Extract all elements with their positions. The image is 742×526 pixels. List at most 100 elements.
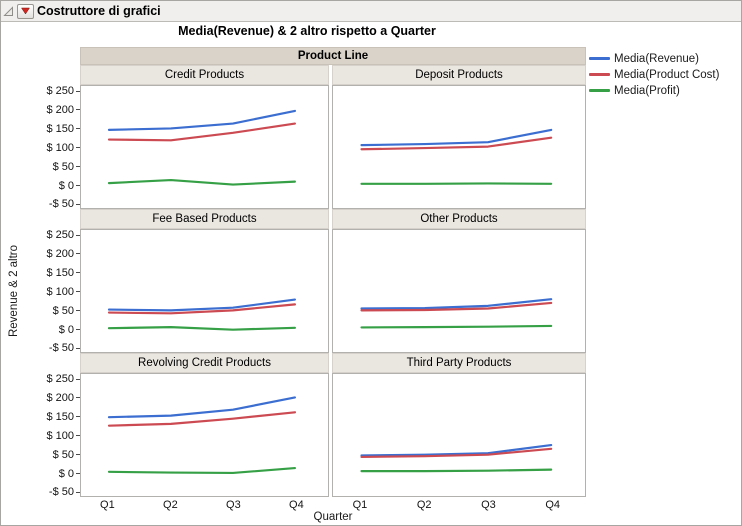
y-tick: $ 250	[1, 228, 80, 242]
x-tick-label: Q2	[163, 499, 178, 511]
panel-plot-third-party-products[interactable]	[332, 373, 586, 497]
panel-plot-credit-products[interactable]	[80, 85, 329, 209]
legend-line-swatch	[589, 73, 610, 76]
y-tick-mark	[76, 435, 80, 437]
series-line-media-profit[interactable]	[360, 324, 553, 329]
series-line-media-profit[interactable]	[107, 326, 296, 331]
y-tick: $ 50	[1, 448, 80, 462]
y-tick: $ 200	[1, 103, 80, 117]
panel-header-other-products: Other Products	[332, 209, 586, 229]
y-tick-mark	[76, 272, 80, 274]
report-title-bar: Costruttore di grafici	[1, 1, 741, 22]
y-tick-mark	[76, 166, 80, 168]
y-tick-label: $ 200	[46, 103, 74, 116]
series-line-media-profit[interactable]	[360, 468, 553, 473]
series-line-media-revenue[interactable]	[107, 298, 296, 312]
x-tick-label: Q2	[416, 499, 432, 511]
series-line-media-product-cost[interactable]	[107, 303, 296, 315]
y-tick-mark	[76, 128, 80, 130]
series-line-media-product-cost[interactable]	[360, 136, 553, 151]
trellis-chart: Product Line Credit Products Deposit Produ…	[1, 47, 586, 525]
y-tick-label: $ 250	[46, 373, 74, 386]
legend-label: Media(Profit)	[614, 84, 680, 97]
y-tick: $ 200	[1, 391, 80, 405]
panel-plot-revolving-credit-products[interactable]	[80, 373, 329, 497]
y-tick-label: -$ 50	[48, 198, 74, 211]
y-tick-label: $ 100	[46, 285, 74, 298]
x-tick-label: Q1	[100, 499, 115, 511]
y-tick-label: -$ 50	[48, 342, 74, 355]
series-line-media-product-cost[interactable]	[107, 411, 296, 427]
y-tick: $ 250	[1, 84, 80, 98]
y-tick-mark	[76, 329, 80, 331]
red-triangle-icon	[21, 7, 30, 15]
panel-plot-deposit-products[interactable]	[332, 85, 586, 209]
y-tick-label: $ 150	[46, 410, 74, 423]
series-line-media-profit[interactable]	[107, 466, 296, 475]
x-tick-label: Q1	[352, 499, 368, 511]
y-tick-label: $ 50	[52, 448, 74, 461]
y-tick: $ 200	[1, 247, 80, 261]
y-tick: $ 150	[1, 122, 80, 136]
y-tick-mark	[76, 109, 80, 111]
y-tick-mark	[76, 253, 80, 255]
series-line-media-product-cost[interactable]	[360, 447, 553, 459]
y-tick-mark	[76, 185, 80, 187]
y-tick: $ 250	[1, 372, 80, 386]
y-tick: $ 150	[1, 266, 80, 280]
y-tick: $ 50	[1, 160, 80, 174]
y-tick: $ 100	[1, 285, 80, 299]
series-line-media-product-cost[interactable]	[107, 122, 296, 142]
y-tick-label: $ 250	[46, 85, 74, 98]
y-tick: $ 100	[1, 429, 80, 443]
y-tick-label: $ 50	[52, 160, 74, 173]
y-tick: $ 0	[1, 467, 80, 481]
series-line-media-revenue[interactable]	[107, 109, 296, 131]
report-title: Costruttore di grafici	[37, 4, 161, 18]
series-line-media-revenue[interactable]	[360, 298, 553, 310]
y-tick-label: $ 0	[58, 323, 74, 336]
y-tick-label: $ 150	[46, 122, 74, 135]
y-tick-mark	[76, 310, 80, 312]
panel-plot-other-products[interactable]	[332, 229, 586, 353]
panel-plot-fee-based-products[interactable]	[80, 229, 329, 353]
y-tick-label: $ 0	[58, 179, 74, 192]
red-triangle-menu-button[interactable]	[17, 3, 34, 19]
x-axis-title[interactable]: Quarter	[313, 511, 353, 523]
y-tick: -$ 50	[1, 485, 80, 499]
y-tick: -$ 50	[1, 341, 80, 355]
y-tick-label: $ 200	[46, 391, 74, 404]
y-tick-label: -$ 50	[48, 486, 74, 499]
y-tick-mark	[76, 291, 80, 293]
y-tick-label: $ 0	[58, 467, 74, 480]
panel-header-deposit-products: Deposit Products	[332, 65, 586, 85]
y-tick: $ 50	[1, 304, 80, 318]
y-tick: $ 0	[1, 323, 80, 337]
x-tick-label: Q4	[289, 499, 304, 511]
y-tick-label: $ 50	[52, 304, 74, 317]
x-tick-label: Q4	[545, 499, 561, 511]
legend-item-media-product-cost[interactable]: Media(Product Cost)	[589, 68, 719, 81]
legend: Media(Revenue) Media(Product Cost) Media(P…	[589, 52, 719, 97]
y-tick-mark	[76, 473, 80, 475]
disclosure-triangle-icon[interactable]	[3, 5, 14, 17]
legend-item-media-profit[interactable]: Media(Profit)	[589, 84, 719, 97]
legend-item-media-revenue[interactable]: Media(Revenue)	[589, 52, 719, 65]
series-line-media-profit[interactable]	[107, 178, 296, 186]
y-tick-mark	[76, 347, 80, 349]
y-tick-mark	[76, 454, 80, 456]
y-tick-mark	[76, 397, 80, 399]
y-tick-mark	[76, 203, 80, 205]
panel-header-fee-based-products: Fee Based Products	[80, 209, 329, 229]
y-tick-label: $ 100	[46, 429, 74, 442]
series-line-media-product-cost[interactable]	[360, 301, 553, 312]
series-line-media-revenue[interactable]	[107, 396, 296, 419]
panel-header-third-party-products: Third Party Products	[332, 353, 586, 373]
y-tick-mark	[76, 378, 80, 380]
series-line-media-revenue[interactable]	[360, 443, 553, 457]
legend-label: Media(Product Cost)	[614, 68, 720, 81]
series-line-media-revenue[interactable]	[360, 128, 553, 147]
y-tick-mark	[76, 147, 80, 149]
chart-title: Media(Revenue) & 2 altro rispetto a Quar…	[178, 24, 436, 38]
y-tick-label: $ 100	[46, 141, 74, 154]
